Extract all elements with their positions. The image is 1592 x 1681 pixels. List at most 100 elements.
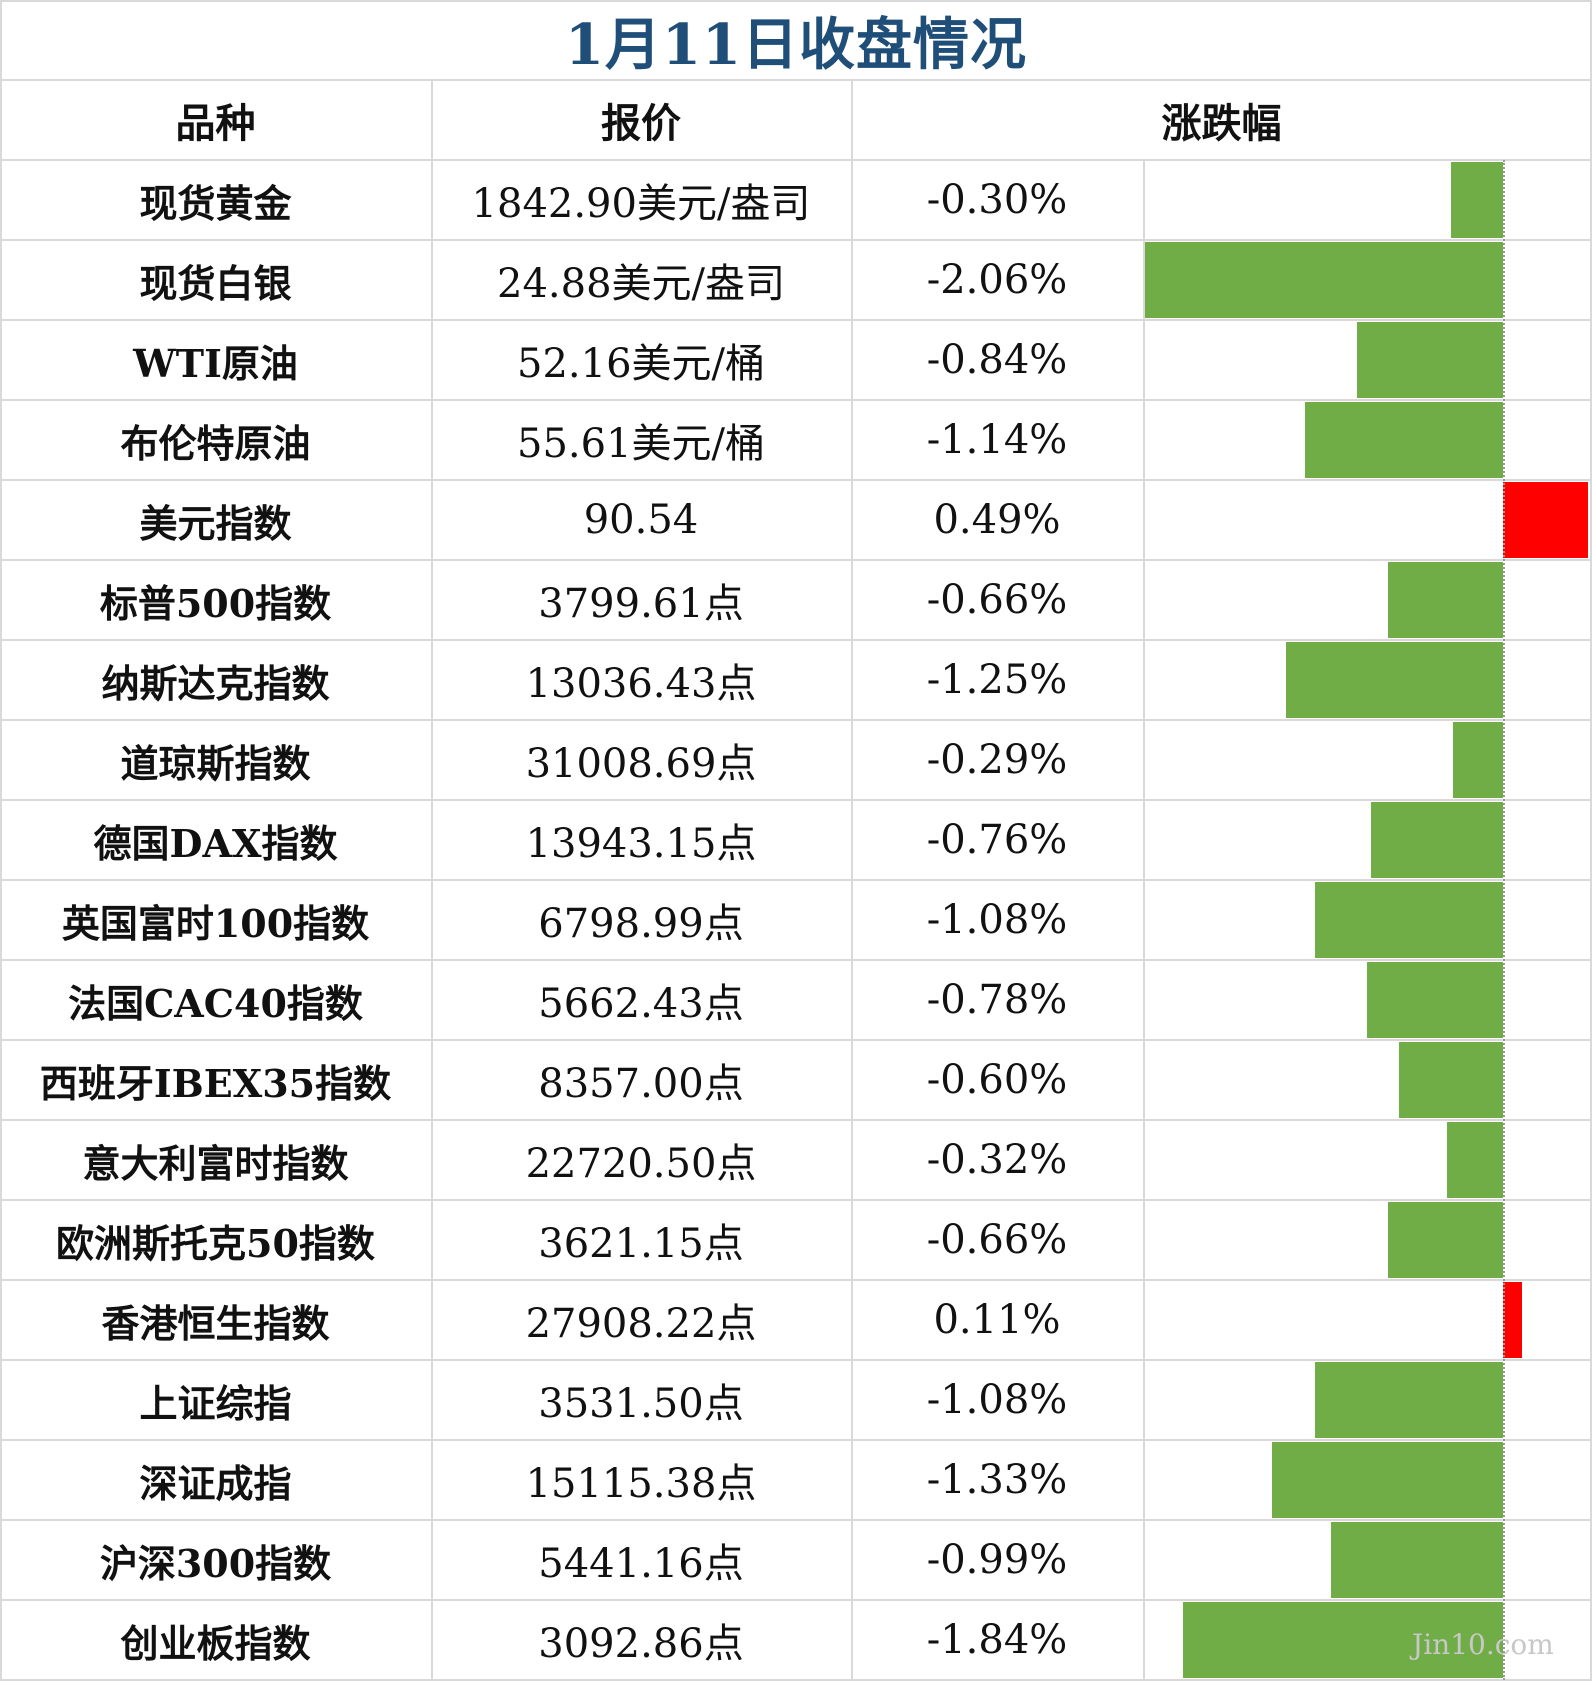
row-name: 德国DAX指数 (93, 820, 338, 866)
row-price: 5441.16点 (538, 1541, 744, 1587)
row-name: 道琼斯指数 (120, 740, 311, 786)
row-name: 上证综指 (139, 1380, 292, 1426)
column-divider (431, 80, 433, 1680)
column-divider (1590, 80, 1592, 1680)
row-price: 22720.50点 (525, 1141, 757, 1187)
row-divider (0, 639, 1592, 641)
row-divider (0, 1359, 1592, 1361)
row-price: 31008.69点 (525, 741, 757, 787)
zero-axis (1503, 160, 1505, 1680)
bar-negative (1367, 962, 1503, 1038)
row-name: 西班牙IBEX35指数 (39, 1060, 392, 1106)
row-price: 3799.61点 (538, 581, 744, 627)
row-divider (0, 239, 1592, 241)
row-price: 13943.15点 (525, 821, 757, 867)
bar-negative (1388, 1202, 1503, 1278)
row-name: 英国富时100指数 (61, 900, 370, 946)
title-border (1590, 0, 1592, 80)
row-divider (0, 1279, 1592, 1281)
bar-negative (1450, 162, 1503, 238)
bar-area-divider (1143, 160, 1145, 1680)
row-change-label: -0.60% (926, 1057, 1068, 1103)
row-name: 创业板指数 (120, 1620, 311, 1666)
row-change-label: -0.99% (926, 1537, 1068, 1583)
bar-negative (1271, 1442, 1503, 1518)
row-price: 13036.43点 (525, 661, 757, 707)
bar-negative (1447, 1122, 1503, 1198)
row-name: 纳斯达克指数 (101, 660, 330, 706)
row-name: 欧洲斯托克50指数 (56, 1220, 375, 1266)
bar-positive (1503, 482, 1589, 558)
row-change-label: -1.25% (926, 657, 1068, 703)
row-divider (0, 79, 1592, 81)
row-divider (0, 399, 1592, 401)
row-name: 意大利富时指数 (82, 1140, 349, 1186)
row-divider (0, 159, 1592, 161)
row-divider (0, 1199, 1592, 1201)
column-divider (0, 80, 2, 1680)
row-change-label: -1.14% (926, 417, 1068, 463)
row-price: 5662.43点 (538, 981, 744, 1027)
row-divider (0, 719, 1592, 721)
bar-negative (1145, 242, 1503, 318)
row-change-label: -1.84% (926, 1617, 1068, 1663)
row-divider (0, 1679, 1592, 1681)
header-price: 报价 (601, 100, 681, 147)
bar-negative (1370, 802, 1503, 878)
row-change-label: -0.32% (926, 1137, 1068, 1183)
bar-positive (1503, 1282, 1523, 1358)
row-price: 8357.00点 (538, 1061, 744, 1107)
row-price: 90.54 (583, 497, 699, 543)
row-price: 55.61美元/桶 (517, 421, 765, 467)
bar-negative (1183, 1602, 1503, 1678)
row-price: 24.88美元/盎司 (497, 261, 785, 307)
watermark: Jin10.com (1412, 1628, 1554, 1661)
row-price: 15115.38点 (525, 1461, 757, 1507)
row-divider (0, 1439, 1592, 1441)
row-change-label: -0.29% (926, 737, 1068, 783)
row-change-label: 0.49% (933, 497, 1061, 543)
row-change-label: -1.33% (926, 1457, 1068, 1503)
row-price: 1842.90美元/盎司 (471, 181, 811, 227)
row-change-label: -2.06% (926, 257, 1068, 303)
row-price: 52.16美元/桶 (517, 341, 765, 387)
row-change-label: 0.11% (933, 1297, 1061, 1343)
row-divider (0, 1519, 1592, 1521)
header-name: 品种 (175, 100, 256, 147)
bar-negative (1304, 402, 1503, 478)
row-price: 3092.86点 (538, 1621, 744, 1667)
bar-negative (1452, 722, 1503, 798)
row-price: 6798.99点 (538, 901, 744, 947)
row-divider (0, 799, 1592, 801)
title-border (0, 0, 2, 80)
row-change-label: -0.66% (926, 577, 1068, 623)
row-change-label: -0.78% (926, 977, 1068, 1023)
row-change-label: -1.08% (926, 897, 1068, 943)
bar-negative (1315, 882, 1503, 958)
row-name: 沪深300指数 (99, 1540, 332, 1586)
row-change-label: -0.84% (926, 337, 1068, 383)
bar-negative (1388, 562, 1503, 638)
row-divider (0, 1599, 1592, 1601)
row-name: 法国CAC40指数 (68, 980, 363, 1026)
bar-negative (1330, 1522, 1503, 1598)
row-price: 27908.22点 (525, 1301, 757, 1347)
bar-negative (1398, 1042, 1503, 1118)
row-name: 标普500指数 (99, 580, 332, 626)
row-name: 现货白银 (139, 260, 292, 306)
row-price: 3531.50点 (538, 1381, 744, 1427)
row-divider (0, 479, 1592, 481)
row-name: 香港恒生指数 (101, 1300, 330, 1346)
column-divider (851, 80, 853, 1680)
bar-negative (1357, 322, 1503, 398)
row-divider (0, 1039, 1592, 1041)
row-change-label: -0.30% (926, 177, 1068, 223)
row-divider (0, 879, 1592, 881)
bar-negative (1285, 642, 1503, 718)
row-divider (0, 319, 1592, 321)
row-divider (0, 559, 1592, 561)
top-border (0, 0, 1592, 2)
row-change-label: -0.66% (926, 1217, 1068, 1263)
row-price: 3621.15点 (538, 1221, 744, 1267)
